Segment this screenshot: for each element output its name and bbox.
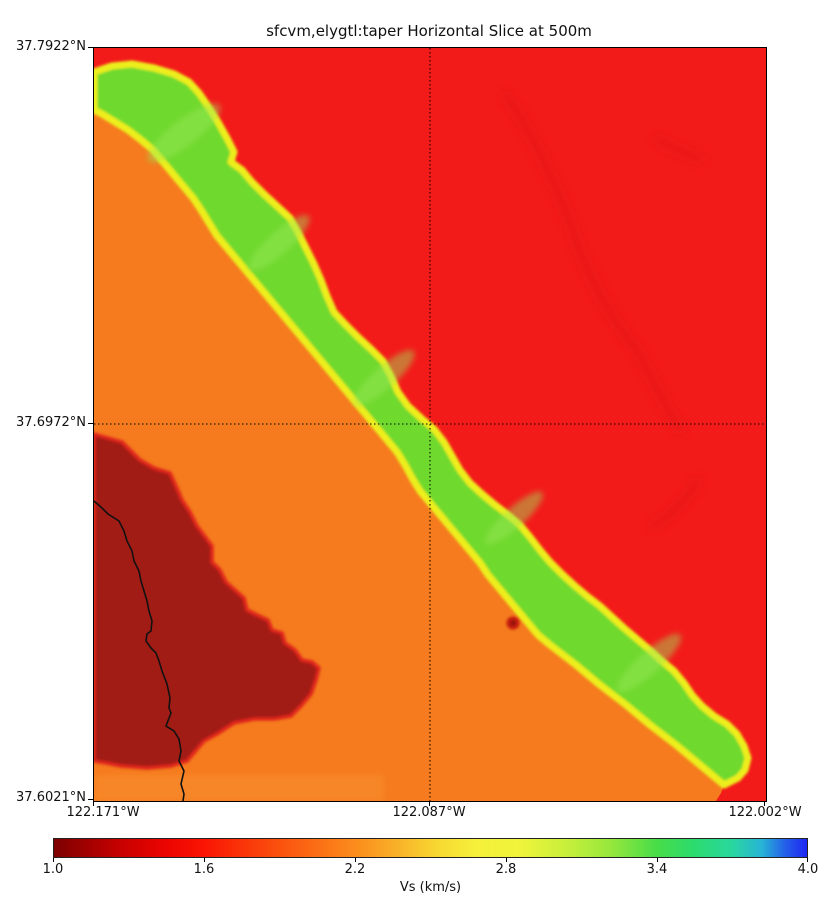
plot-title: sfcvm,elygtl:taper Horizontal Slice at 5… — [266, 22, 592, 40]
x-tick-label-right: 122.002°W — [728, 805, 802, 820]
colorbar-tick-1: 1.0 — [42, 862, 64, 877]
x-tick-label-middle: 122.087°W — [392, 805, 466, 820]
x-tickmark-left — [93, 801, 94, 806]
colorbar-tickmark-1 — [53, 858, 54, 862]
colorbar-tick-3: 2.2 — [344, 862, 366, 877]
x-tickmark-middle — [429, 801, 430, 806]
small-red-dot — [506, 616, 520, 630]
colorbar-tick-6: 4.0 — [797, 862, 819, 877]
y-tick-label-middle: 37.6972°N — [16, 415, 86, 430]
colorbar-gradient — [53, 838, 808, 858]
colorbar-axis-label: Vs (km/s) — [399, 880, 462, 895]
y-tickmark-middle — [88, 423, 93, 424]
region-green-band — [94, 60, 752, 789]
region-light-orange-stripe — [94, 775, 384, 801]
y-tickmark-bottom — [88, 799, 93, 800]
y-tick-label-top: 37.7922°N — [16, 39, 86, 54]
colorbar-tickmark-6 — [807, 858, 808, 862]
velocity-slice-map — [94, 48, 766, 801]
y-tickmark-top — [88, 47, 93, 48]
colorbar-tick-5: 3.4 — [646, 862, 668, 877]
colorbar-tickmark-3 — [355, 858, 356, 862]
boundary-polyline — [94, 500, 185, 801]
y-tick-label-bottom: 37.6021°N — [16, 790, 86, 805]
green-band-light-patches — [147, 103, 682, 693]
colorbar-tick-4: 2.8 — [495, 862, 517, 877]
colorbar-tickmark-5 — [657, 858, 658, 862]
colorbar-tick-2: 1.6 — [193, 862, 215, 877]
x-tick-label-left: 122.171°W — [66, 805, 140, 820]
colorbar-tickmark-4 — [506, 858, 507, 862]
red-texture-wisps — [500, 90, 706, 533]
map-panel — [93, 47, 767, 802]
x-tickmark-right — [764, 801, 765, 806]
region-dark-red-blob — [94, 432, 321, 770]
colorbar-tickmark-2 — [204, 858, 205, 862]
